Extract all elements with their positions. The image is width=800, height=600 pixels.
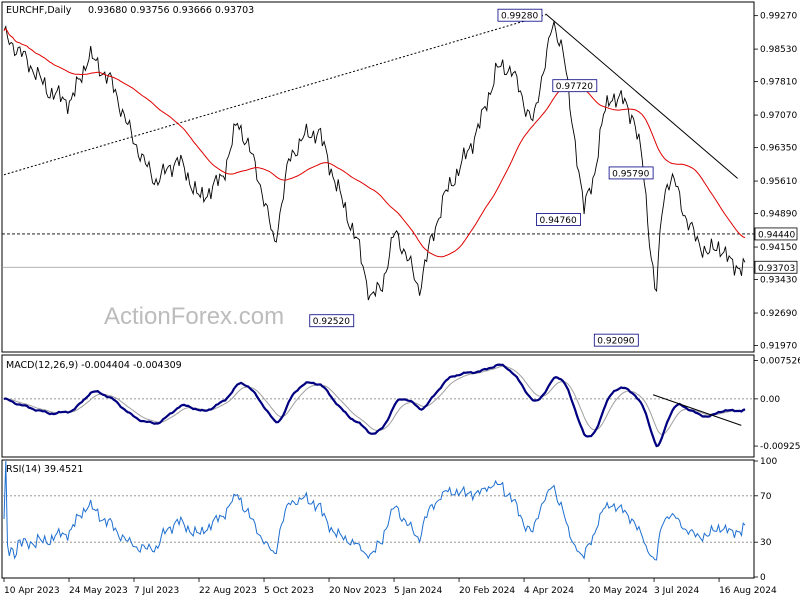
price-tick-label: 0.98530 — [760, 45, 797, 55]
rsi-tick-label: 30 — [760, 538, 772, 548]
x-tick-label: 5 Oct 2023 — [264, 586, 314, 596]
annotation-label: 0.97720 — [556, 82, 593, 92]
rsi-tick-label: 100 — [760, 457, 777, 467]
price-tick-label: 0.96350 — [760, 144, 797, 154]
rsi-title: RSI(14) 39.4521 — [6, 464, 83, 475]
annotation-box-0.92090 — [593, 333, 639, 347]
x-tick-label: 7 Jul 2023 — [134, 586, 179, 596]
level-label: 0.93703 — [758, 264, 795, 274]
macd-signal-series — [3, 365, 746, 436]
price-panel-frame — [1, 1, 755, 353]
macd-tick-label: -0.009252 — [760, 442, 800, 452]
annotation-box-0.95790 — [608, 166, 654, 180]
trendline-solid — [545, 13, 738, 179]
price-series — [3, 21, 746, 301]
annotation-box-0.97720 — [552, 79, 598, 93]
rsi-tick-label: 0 — [760, 573, 766, 583]
price-tick-label: 0.91970 — [760, 342, 797, 352]
x-tick-label: 4 Apr 2024 — [524, 586, 574, 596]
level-box-0.94440 — [754, 227, 798, 241]
annotation-box-0.99280 — [497, 8, 543, 22]
annotation-label: 0.95790 — [612, 169, 649, 179]
x-tick-label: 20 Feb 2024 — [459, 586, 515, 596]
x-tick-label: 20 May 2024 — [589, 586, 648, 596]
price-tick-label: 0.92690 — [760, 309, 797, 319]
macd-panel-frame — [1, 354, 755, 458]
level-box-0.93703 — [754, 260, 798, 274]
macd-title: MACD(12,26,9) -0.004404 -0.004309 — [6, 360, 182, 371]
annotation-box-0.92520 — [309, 314, 355, 328]
x-tick-label: 3 Jul 2024 — [654, 586, 699, 596]
macd-tick-label: 0.007526 — [760, 356, 800, 366]
x-tick-label: 5 Jan 2024 — [394, 586, 442, 596]
x-tick-label: 20 Nov 2023 — [329, 586, 387, 596]
annotation-label: 0.92090 — [597, 337, 634, 347]
macd-series — [3, 363, 746, 448]
chart-ohlc: 0.93680 0.93756 0.93666 0.93703 — [88, 5, 254, 16]
price-tick-label: 0.94890 — [760, 210, 797, 220]
rsi-panel-frame — [1, 459, 755, 579]
price-tick-label: 0.97810 — [760, 78, 797, 88]
price-tick-label: 0.93430 — [760, 276, 797, 286]
price-tick-label: 0.94150 — [760, 243, 797, 253]
rsi-tick-label: 70 — [760, 492, 772, 502]
x-tick-label: 16 Aug 2024 — [719, 586, 777, 596]
macd-tick-label: 0.00 — [760, 395, 780, 405]
x-tick-label: 22 Aug 2023 — [199, 586, 257, 596]
chart-symbol: EURCHF,Daily — [6, 5, 72, 16]
rsi-series — [3, 460, 746, 561]
moving-average-series — [3, 27, 746, 258]
annotation-box-0.94760 — [536, 213, 581, 226]
price-tick-label: 0.97070 — [760, 111, 797, 121]
x-tick-label: 10 Apr 2023 — [4, 586, 60, 596]
x-tick-label: 24 May 2023 — [69, 586, 128, 596]
watermark: ActionForex.com — [104, 303, 284, 330]
macd-trendline — [652, 394, 742, 426]
price-tick-label: 0.99270 — [760, 12, 797, 22]
annotation-label: 0.92520 — [313, 317, 350, 327]
level-label: 0.94440 — [758, 230, 795, 240]
annotation-label: 0.94760 — [539, 216, 576, 226]
price-tick-label: 0.95610 — [760, 177, 797, 187]
annotation-label: 0.99280 — [501, 12, 538, 22]
